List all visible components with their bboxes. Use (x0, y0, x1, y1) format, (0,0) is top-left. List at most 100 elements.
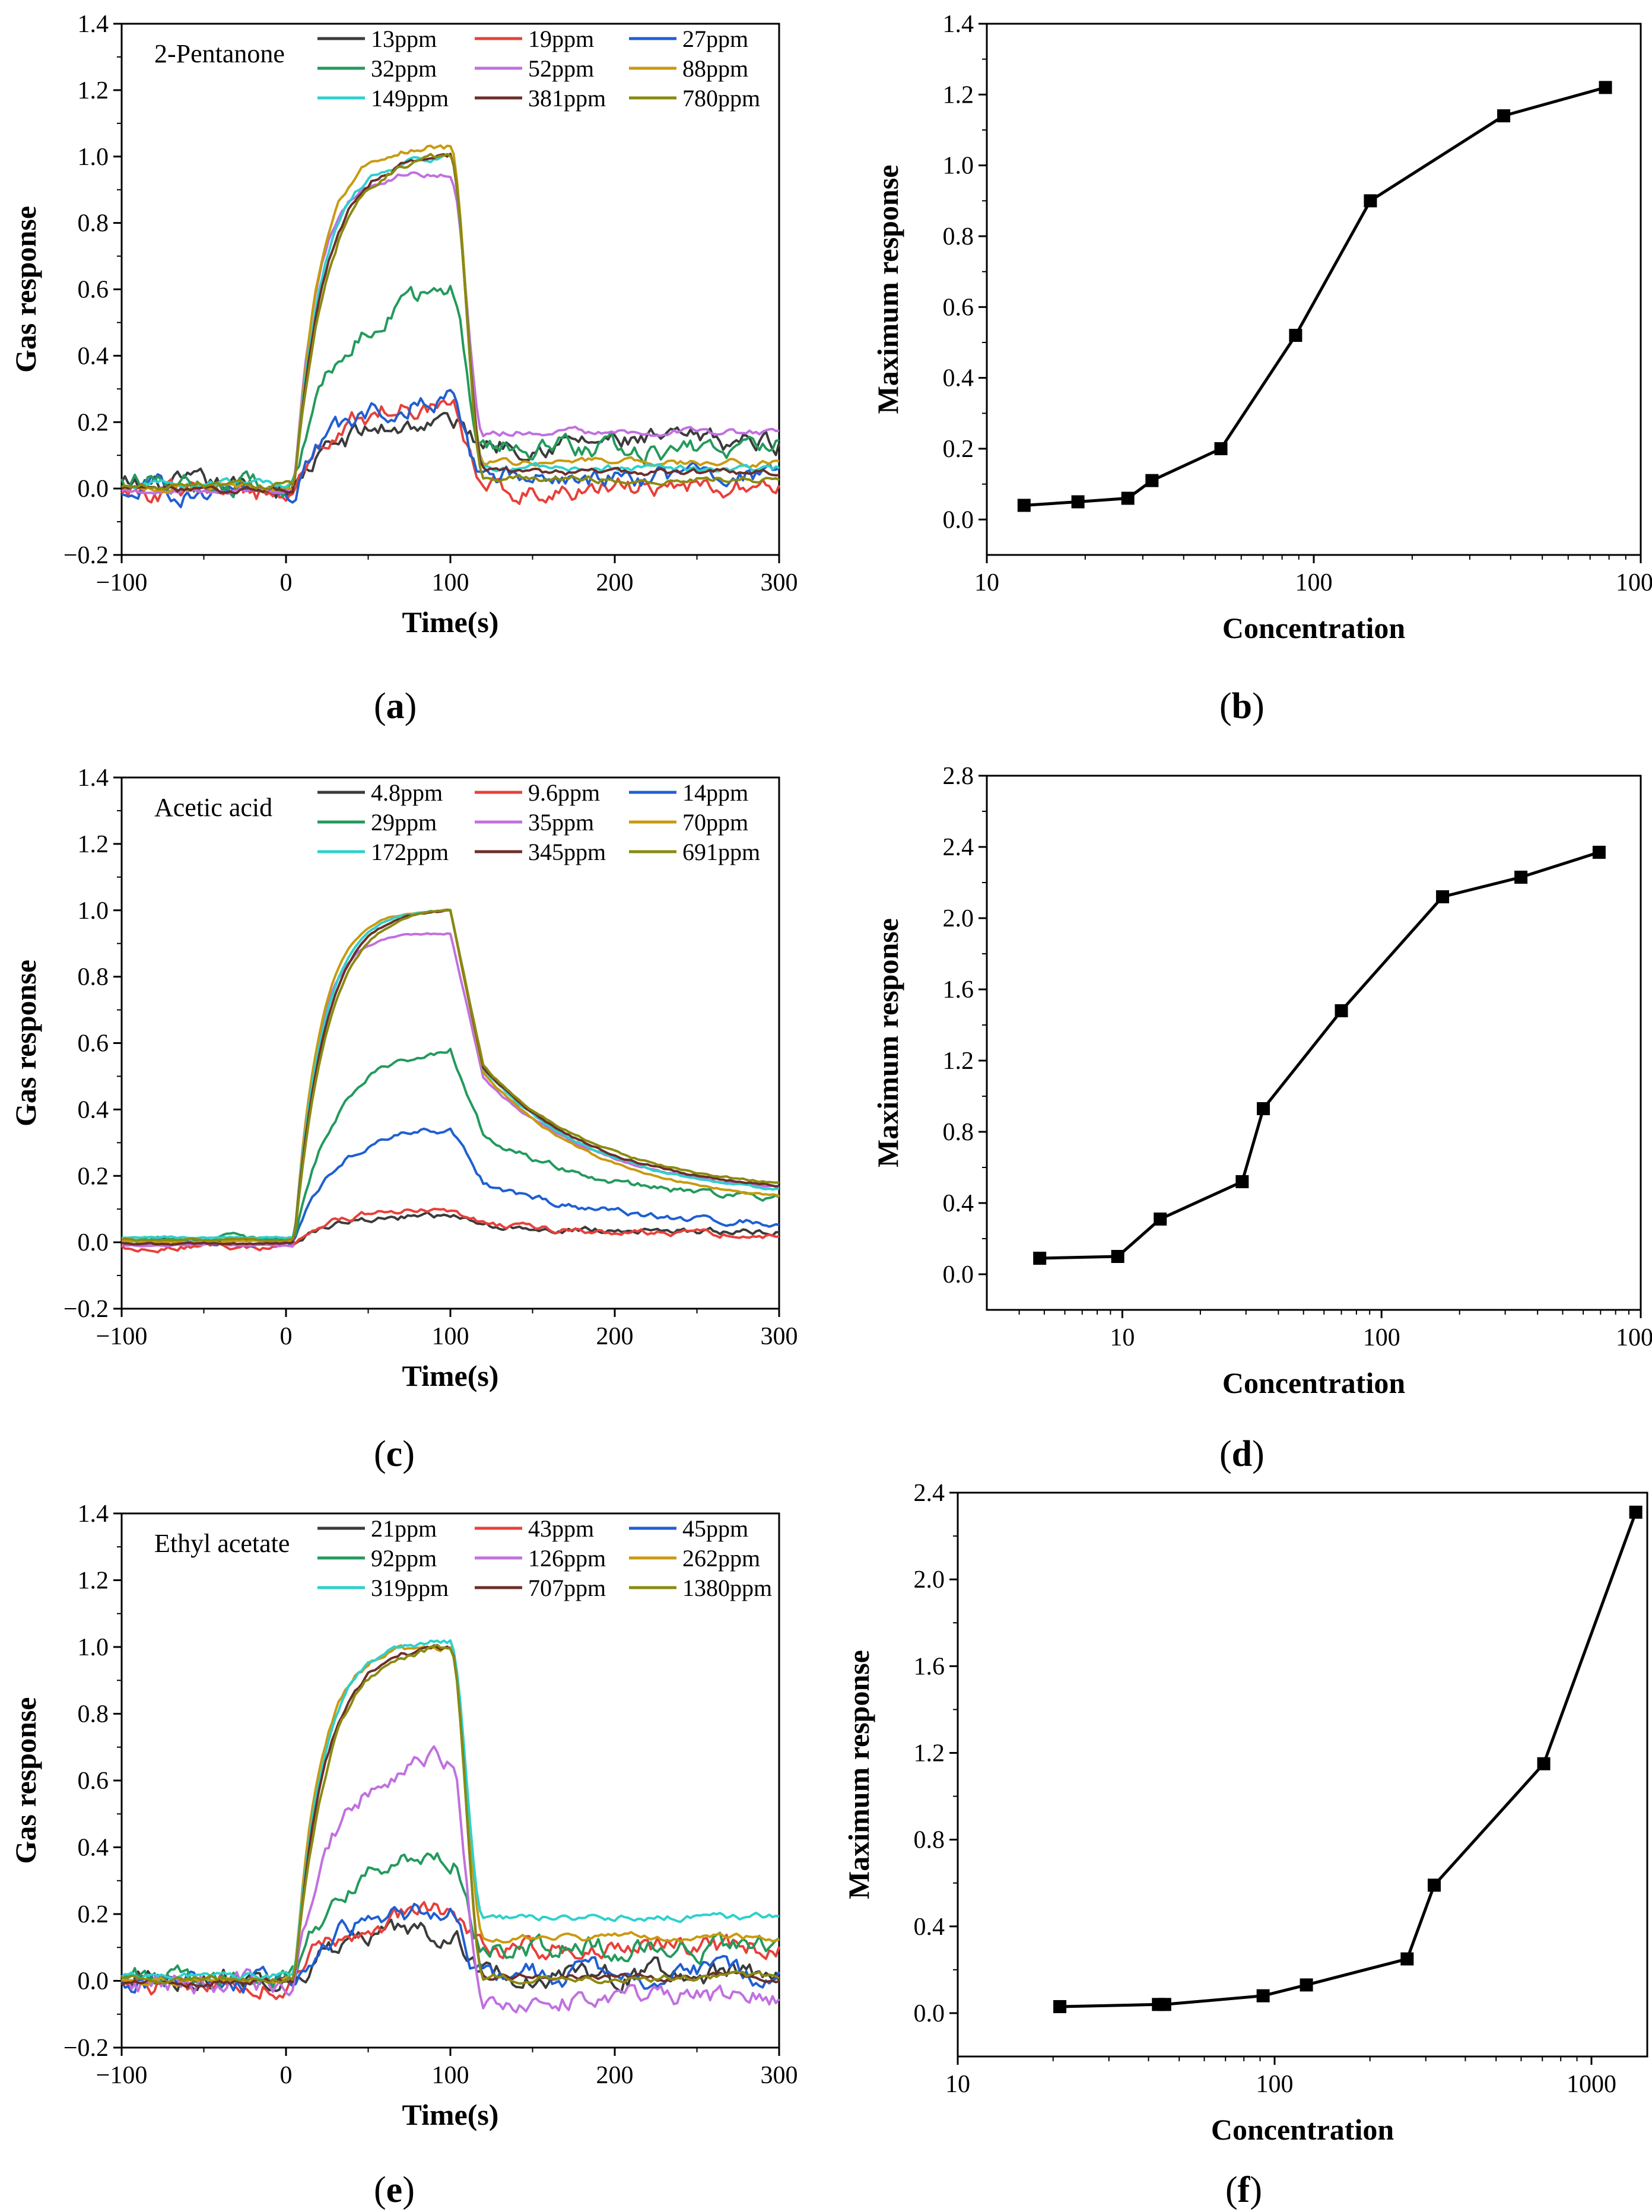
y-tick-label: 1.2 (943, 1048, 974, 1075)
x-axis-label: Time(s) (402, 2098, 499, 2131)
y-tick-label: 0.4 (78, 1096, 109, 1124)
legend-label: 21ppm (371, 1515, 437, 1542)
series-line-381ppm (121, 153, 780, 494)
legend-label: 52ppm (528, 55, 594, 82)
data-point-345 (1514, 871, 1528, 884)
y-tick-label: 1.6 (914, 1653, 945, 1680)
series-line-149ppm (121, 153, 780, 490)
x-axis-label: Concentration (1211, 2113, 1394, 2146)
y-tick-label: 1.4 (78, 11, 109, 38)
y-tick-label: 1.2 (78, 831, 109, 858)
y-tick-label: 0.0 (78, 475, 109, 503)
legend-label: 70ppm (682, 809, 748, 836)
x-tick-label: 0 (280, 1323, 293, 1350)
legend-label: 43ppm (528, 1515, 594, 1542)
y-axis-label: Maximum response (871, 165, 904, 414)
x-tick-label: 10 (1110, 1324, 1135, 1351)
y-tick-label: 0.4 (943, 365, 974, 392)
y-tick-label: 1.0 (78, 897, 109, 925)
chart-e-svg: −0.2 0.0 0.2 0.4 0.6 0.8 1.0 1.2 1.4 −100 0 100 200 3… (9, 1500, 798, 2131)
y-tick-label: 0.4 (78, 342, 109, 370)
x-tick-label: −100 (96, 1323, 148, 1350)
legend-label: 345ppm (528, 839, 606, 865)
y-tick-label: 1.0 (78, 144, 109, 171)
data-point-1380 (1629, 1505, 1643, 1519)
data-point-70 (1335, 1004, 1348, 1017)
y-tick-label: 0.4 (943, 1190, 974, 1217)
panel-c: −0.2 0.0 0.2 0.4 0.6 0.8 1.0 1.2 1.4 −100 0 100 200 3… (0, 736, 826, 1472)
y-tick-label: 0.8 (78, 964, 109, 991)
x-tick-label: 100 (1295, 569, 1333, 596)
y-tick-label: 1.2 (943, 81, 974, 109)
legend-label: 707ppm (528, 1575, 606, 1601)
y-tick-label: 2.0 (914, 1566, 945, 1594)
y-tick-label: 2.0 (943, 905, 974, 932)
series-line-1380ppm (121, 1643, 780, 1985)
data-point-32 (1145, 474, 1159, 487)
y-tick-label: 0.6 (78, 1767, 109, 1795)
y-tick-label: 1.4 (78, 1500, 109, 1528)
y-tick-label: 0.2 (78, 1901, 109, 1928)
x-tick-label: 100 (1256, 2071, 1293, 2098)
data-point-319 (1428, 1878, 1441, 1892)
gas-name-label: Acetic acid (154, 793, 272, 822)
y-tick-label: 0.0 (943, 506, 974, 534)
y-tick-label: 0.6 (943, 294, 974, 321)
data-point-52 (1214, 442, 1228, 455)
x-tick-label: 300 (761, 569, 798, 596)
y-tick-label: 1.4 (78, 764, 109, 792)
y-tick-label: 0.0 (914, 2000, 945, 2027)
caption-b: (b) (1219, 686, 1265, 726)
x-tick-label: −100 (96, 2062, 148, 2089)
y-tick-label: 0.0 (78, 1968, 109, 1995)
data-point-19 (1071, 495, 1085, 509)
series-line-70ppm (121, 908, 780, 1244)
series-line-319ppm (120, 1639, 780, 1981)
legend-label: 149ppm (371, 85, 449, 112)
y-tick-label: 2.4 (914, 1480, 945, 1507)
x-axis-label: Time(s) (402, 605, 499, 639)
series-line-88ppm (121, 144, 780, 494)
series-line-691ppm (121, 909, 780, 1242)
x-tick-label: 10 (974, 569, 999, 596)
plot-frame-e (120, 1512, 780, 2049)
series-line-35ppm (121, 932, 780, 1248)
chart-f-svg: 0.0 0.4 0.8 1.2 1.6 2.0 2.4 10 100 1000 Concentrat… (842, 1480, 1648, 2146)
caption-d: (d) (1219, 1434, 1265, 1474)
data-point-29 (1235, 1175, 1249, 1188)
legend-label: 780ppm (682, 85, 760, 112)
caption-a: (a) (374, 686, 417, 726)
data-point-35 (1257, 1102, 1270, 1115)
gas-name-label: 2-Pentanone (154, 39, 285, 68)
legend-label: 172ppm (371, 839, 449, 865)
x-tick-label: 100 (432, 1323, 469, 1350)
y-tick-label: 1.2 (78, 77, 109, 104)
panel-b: 0.0 0.2 0.4 0.6 0.8 1.0 1.2 1.4 10 100 1000 Concent… (826, 0, 1652, 736)
y-tick-label: −0.2 (63, 1296, 109, 1323)
legend-label: 92ppm (371, 1545, 437, 1572)
caption-e: (e) (374, 2170, 415, 2210)
series-line-27ppm (121, 389, 780, 509)
series-line-9.6ppm (120, 1207, 780, 1253)
y-tick-label: −0.2 (63, 2035, 109, 2062)
data-point-149 (1364, 194, 1377, 208)
x-tick-label: −100 (96, 569, 148, 596)
x-tick-label: 10 (945, 2071, 970, 2098)
x-tick-label: 1000 (1616, 1324, 1652, 1351)
y-tick-label: 0.6 (78, 277, 109, 304)
legend-label: 126ppm (528, 1545, 606, 1572)
y-tick-label: 0.2 (78, 409, 109, 436)
y-tick-label: −0.2 (63, 542, 109, 569)
x-tick-label: 1000 (1616, 569, 1652, 596)
legend-label: 35ppm (528, 809, 594, 836)
data-point-262 (1400, 1952, 1414, 1966)
caption-f: (f) (1225, 2170, 1262, 2210)
x-tick-label: 100 (432, 569, 469, 596)
panel-f: 0.0 0.4 0.8 1.2 1.6 2.0 2.4 10 100 1000 Concentrat… (826, 1472, 1652, 2212)
y-tick-label: 0.2 (943, 436, 974, 463)
data-point-707 (1537, 1757, 1551, 1770)
legend-label: 32ppm (371, 55, 437, 82)
y-tick-label: 0.4 (78, 1835, 109, 1862)
y-tick-label: 1.0 (943, 153, 974, 180)
y-axis-label: Gas response (9, 1697, 42, 1864)
